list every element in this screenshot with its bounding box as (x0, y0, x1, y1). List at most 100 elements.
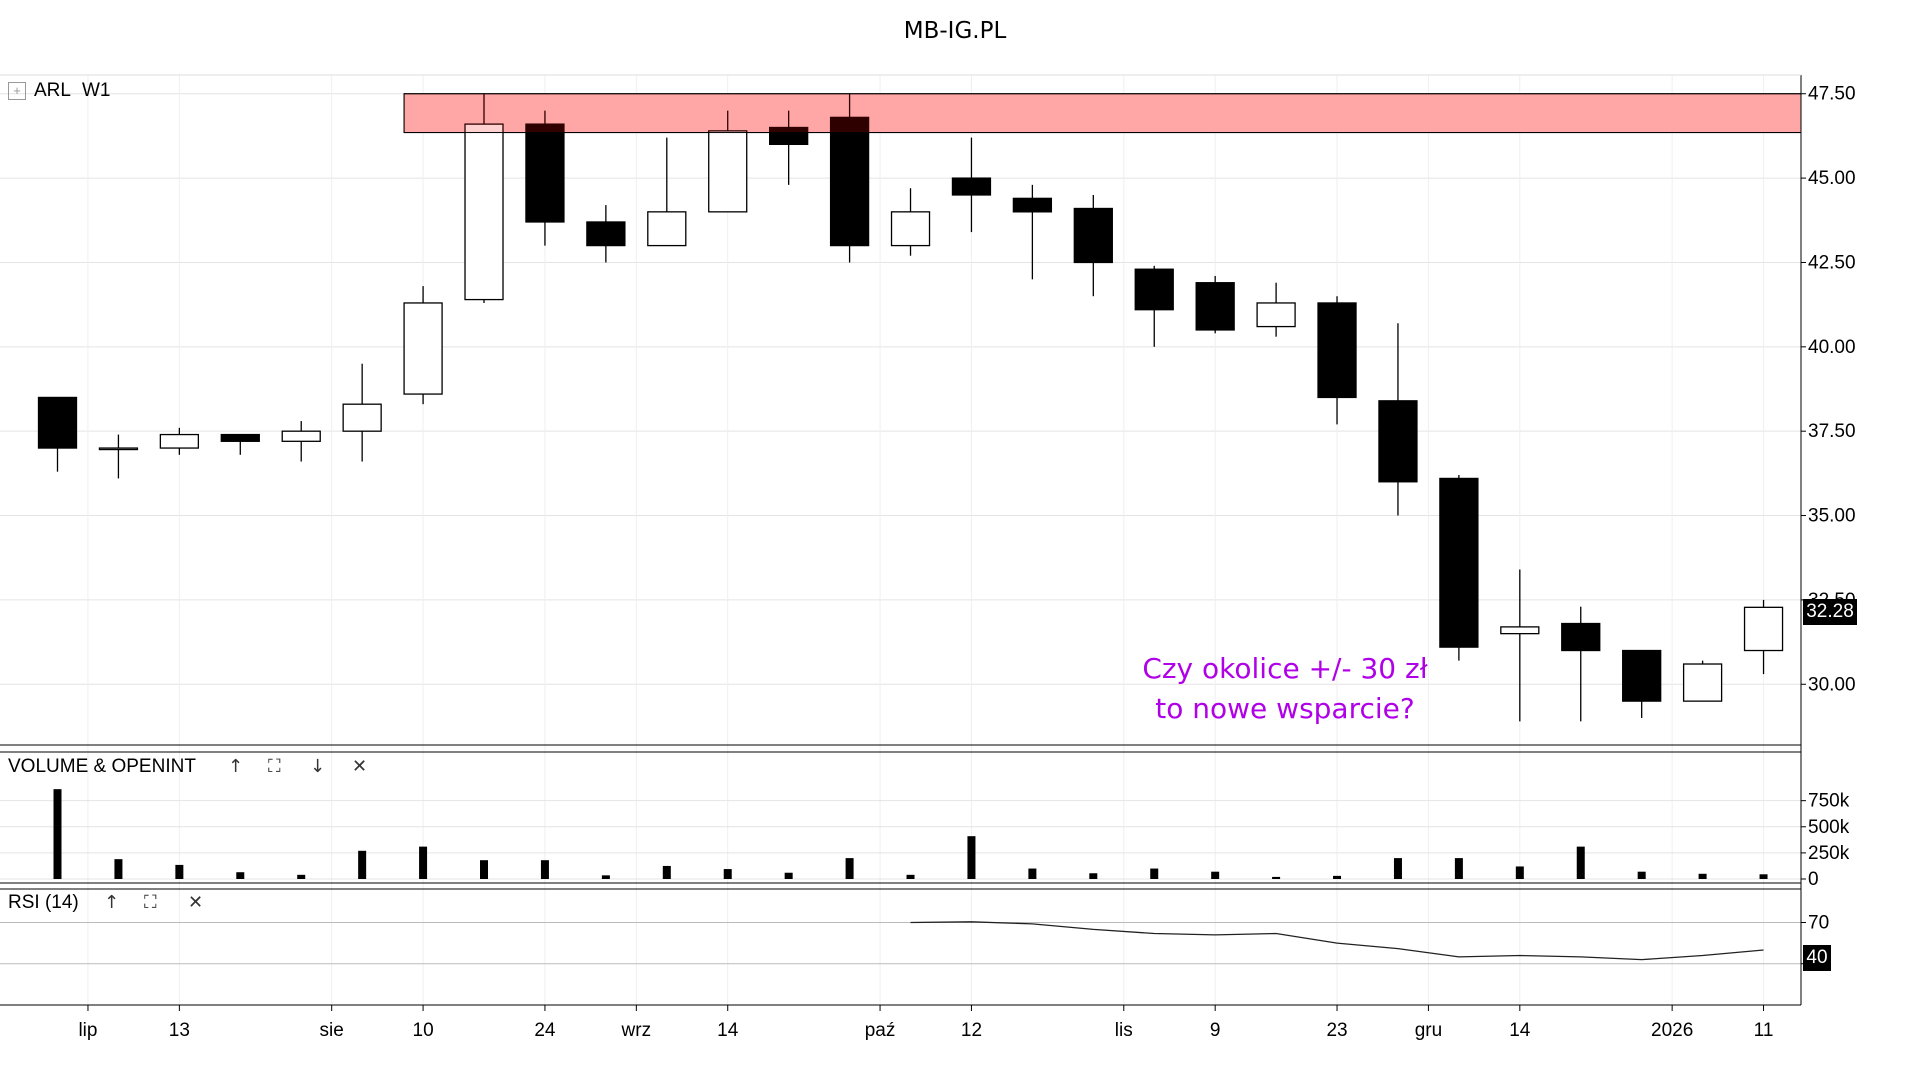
volume-bar (845, 858, 854, 879)
volume-bar (1028, 868, 1037, 879)
y-axis-ticks: 47.5045.0042.5040.0037.5035.0032.5030.00… (1801, 84, 1856, 975)
x-tick-label: sie (320, 1020, 344, 1041)
volume-bar (1515, 866, 1524, 879)
resistance-zone-overlay (403, 93, 1802, 134)
candle-body-bullish (159, 433, 200, 449)
volume-bar (1759, 874, 1768, 879)
candle-body-bearish (1439, 477, 1479, 648)
candle-body-bearish (586, 221, 626, 247)
volume-bar (540, 860, 549, 879)
volume-bar (419, 846, 428, 879)
volume-bar (1698, 873, 1707, 879)
rsi-close-icon[interactable]: ✕ (188, 892, 204, 913)
rsi-move-up-icon[interactable]: ↑ (104, 892, 120, 913)
symbol-label: ARL (34, 80, 71, 101)
candle-body-bearish (1195, 282, 1235, 331)
price-tick-label: 37.50 (1808, 421, 1856, 442)
rsi-value-badge: 40 (1803, 945, 1831, 971)
rsi-maximize-icon[interactable]: ⛶ (144, 892, 157, 913)
volume-bar (1454, 858, 1463, 879)
volume-bars (53, 789, 1768, 879)
last-price-badge: 32.28 (1803, 599, 1857, 625)
volume-tick-label: 250k (1808, 843, 1850, 864)
candle-body-bearish (1622, 649, 1662, 702)
candle-body-bullish (708, 130, 748, 213)
maximize-icon[interactable]: ⛶ (268, 756, 281, 777)
volume-tick-label: 500k (1808, 817, 1850, 838)
rsi-line (910, 921, 1764, 961)
annotation-line-2: to nowe wsparcie? (1155, 692, 1415, 725)
volume-bar (1333, 875, 1342, 879)
volume-bar (662, 865, 671, 879)
x-tick-label: 10 (413, 1020, 434, 1041)
candle-body-bullish (98, 447, 139, 451)
volume-bar (480, 860, 489, 879)
x-tick-label: 13 (169, 1020, 190, 1041)
price-tick-label: 42.50 (1808, 252, 1856, 273)
volume-bar (1637, 871, 1646, 879)
x-tick-label: 2026 (1651, 1020, 1693, 1041)
price-tick-label: 45.00 (1808, 168, 1856, 189)
candle-body-bearish (1134, 268, 1174, 311)
x-tick-label: 12 (961, 1020, 982, 1041)
x-tick-label: 14 (1509, 1020, 1531, 1041)
x-tick-label: lis (1115, 1020, 1133, 1041)
candle-body-bullish (464, 123, 504, 301)
price-tick-label: 30.00 (1808, 674, 1856, 695)
chart-title: MB-IG.PL (903, 18, 1007, 44)
candle-body-bearish (1012, 197, 1053, 213)
candle-body-bullish (1682, 663, 1723, 702)
volume-bar (967, 836, 976, 879)
volume-bar (1576, 846, 1585, 879)
volume-tick-label: 0 (1808, 869, 1819, 890)
close-icon[interactable]: ✕ (352, 756, 368, 777)
move-down-icon[interactable]: ↓ (310, 756, 326, 777)
candle-body-bearish (220, 433, 260, 442)
candle-body-bullish (281, 430, 321, 442)
candle-body-bullish (1743, 606, 1784, 652)
candles (37, 93, 1802, 722)
candle-body-bullish (1256, 302, 1296, 328)
candle-body-bullish (1500, 626, 1540, 635)
volume-bar (1393, 858, 1402, 879)
annotation-line-1: Czy okolice +/- 30 zł (1142, 652, 1428, 685)
volume-bar (906, 874, 915, 879)
expand-button[interactable]: + (8, 82, 26, 100)
candle-body-bullish (890, 211, 931, 247)
grid-lines (0, 75, 1801, 1005)
x-tick-label: paź (865, 1020, 896, 1041)
rsi-panel-label: RSI (14) (8, 892, 79, 913)
candle-body-bearish (1317, 302, 1357, 399)
candle-body-bearish (525, 123, 565, 223)
volume-bar (1089, 873, 1098, 879)
volume-bar (784, 872, 793, 879)
volume-bar (601, 875, 610, 879)
rsi-tick-label: 70 (1808, 913, 1829, 934)
x-tick-label: 24 (534, 1020, 556, 1041)
price-tick-label: 40.00 (1808, 337, 1856, 358)
candle-body-bearish (1561, 622, 1601, 652)
x-tick-label: 9 (1210, 1020, 1221, 1041)
volume-bar (1272, 876, 1281, 879)
timeframe-label: W1 (82, 80, 111, 101)
volume-bar (1211, 871, 1220, 879)
x-tick-label: 23 (1326, 1020, 1347, 1041)
price-tick-label: 47.50 (1808, 84, 1856, 105)
x-tick-label: lip (78, 1020, 97, 1041)
volume-bar (53, 789, 62, 879)
x-tick-label: 14 (717, 1020, 739, 1041)
candle-body-bullish (342, 403, 382, 432)
candle-body-bullish (647, 211, 687, 247)
price-tick-label: 35.00 (1808, 506, 1856, 527)
volume-bar (236, 872, 245, 879)
candle-body-bearish (1378, 400, 1418, 483)
volume-bar (358, 850, 367, 879)
candle-body-bearish (769, 126, 809, 146)
candle-body-bearish (951, 177, 992, 196)
move-up-icon[interactable]: ↑ (228, 756, 244, 777)
volume-bar (723, 869, 732, 879)
volume-bar (297, 874, 306, 879)
volume-bar (1150, 868, 1159, 879)
volume-bar (114, 859, 123, 879)
